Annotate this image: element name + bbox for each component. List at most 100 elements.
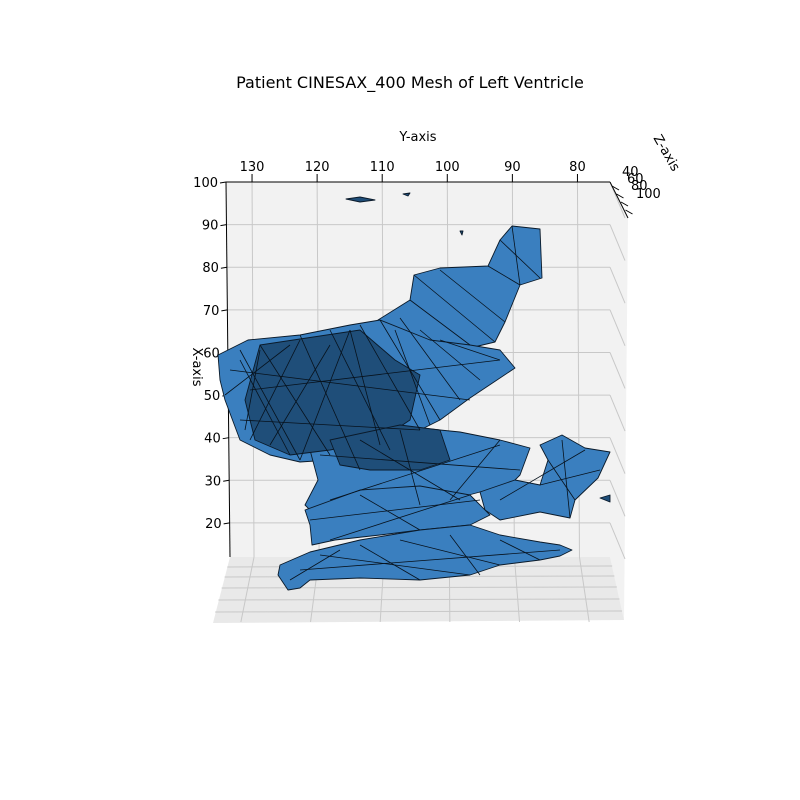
floor-depth-line [218, 598, 620, 601]
z-tick-label: 60 [627, 172, 644, 187]
mesh-edge [309, 499, 481, 521]
mesh-edge [319, 454, 521, 471]
y-tick-label: 90 [504, 160, 521, 175]
x-tick-label: 70 [203, 304, 220, 319]
mesh-edge [329, 329, 391, 451]
mesh-edge [299, 329, 351, 461]
x-gridline-side [609, 522, 626, 560]
x-gridline-side [609, 480, 626, 517]
mesh-edge [449, 439, 501, 501]
mesh-edge [547, 459, 576, 501]
x-gridline-side [609, 352, 626, 389]
mesh-edge [399, 539, 501, 566]
y-gridline-floor [240, 556, 255, 623]
z-tick-label: 100 [636, 187, 661, 202]
x-gridline-side [609, 437, 626, 474]
chart-title: Patient CINESAX_400 Mesh of Left Ventric… [236, 73, 584, 93]
y-tick-label: 100 [435, 160, 460, 175]
mesh-edge [399, 317, 461, 401]
x-gridline-side [609, 394, 626, 432]
x-gridline-side [609, 267, 626, 304]
mesh-edge [439, 339, 501, 361]
mesh-fragment [459, 230, 464, 236]
ventricle-mesh [217, 192, 611, 591]
x-tick-mark [223, 522, 230, 525]
mesh-fragment [345, 196, 376, 203]
mesh-edge [359, 544, 421, 581]
x-tick-label: 40 [204, 432, 221, 447]
mesh-wireframe [224, 225, 601, 581]
z-tick-label: 80 [631, 179, 648, 194]
x-tick-label: 50 [204, 389, 221, 404]
mesh-right-appendage [479, 434, 611, 521]
mesh-edge [239, 349, 301, 461]
mesh-edge [539, 469, 601, 486]
z-axis-label: Z-axis [650, 132, 683, 174]
side-pane [610, 182, 628, 620]
mesh-edge [413, 274, 496, 343]
mesh-edge [511, 225, 521, 286]
z-tick-mark [625, 209, 633, 215]
mesh-edge [289, 549, 341, 581]
mesh-edge [499, 539, 541, 561]
x-tick-mark [220, 266, 227, 269]
y-tick-label: 120 [305, 160, 330, 175]
mesh-edge [349, 329, 381, 446]
mesh-edge [299, 334, 361, 471]
x-gridline-side [609, 224, 626, 261]
x-tick-mark [219, 181, 227, 184]
mesh-edge [249, 339, 301, 441]
mesh-edge [239, 419, 421, 431]
mesh-bottom-tail [277, 524, 573, 591]
mesh-edge [499, 239, 541, 279]
z-tick-mark [616, 193, 624, 199]
mesh-edge [299, 549, 561, 571]
mesh-edge [359, 439, 461, 501]
floor-depth-line [215, 610, 623, 613]
mesh-fragment [599, 494, 611, 503]
y-axis-label: Y-axis [398, 130, 436, 145]
mesh-edge [399, 429, 421, 506]
mesh-edge [329, 494, 471, 541]
mesh-edge [259, 344, 331, 456]
mesh-edge [244, 349, 261, 431]
mesh-edge [229, 369, 471, 401]
mesh-inner-shadow [329, 424, 451, 471]
z-tick-mark [611, 185, 620, 191]
z-axis-line [609, 181, 629, 219]
y-tick-label: 110 [370, 160, 395, 175]
z-tick-mark [620, 201, 629, 207]
mesh-edge [249, 359, 501, 391]
x-tick-label: 100 [193, 176, 218, 191]
x-tick-label: 80 [202, 261, 219, 276]
z-tick-label: 40 [622, 165, 639, 180]
mesh-edge [394, 329, 431, 426]
mesh-edge [449, 534, 481, 576]
x-tick-label: 20 [205, 517, 222, 532]
mesh-fragment [402, 192, 411, 197]
x-gridline-side [609, 309, 626, 347]
mesh-edge [439, 269, 506, 323]
mesh-edge [359, 494, 421, 531]
mesh-edge [329, 444, 501, 501]
y-tick-label: 80 [569, 160, 586, 175]
x-tick-label: 90 [202, 219, 219, 234]
mesh-edge [224, 344, 291, 396]
x-tick-mark [223, 479, 230, 482]
mesh-edge [487, 265, 521, 286]
mesh-edge [409, 299, 471, 346]
mesh-edge [359, 324, 421, 431]
x-tick-label: 30 [205, 474, 222, 489]
mesh-edge [419, 329, 481, 381]
x-axis-label: X-axis [189, 348, 204, 387]
mesh-edge [239, 359, 291, 456]
x-tick-mark [222, 437, 229, 440]
x-tick-mark [220, 224, 227, 227]
mesh-edge [561, 439, 571, 519]
x-tick-label: 60 [203, 346, 220, 361]
mesh-edge [269, 344, 331, 446]
x-tick-mark [221, 309, 228, 312]
